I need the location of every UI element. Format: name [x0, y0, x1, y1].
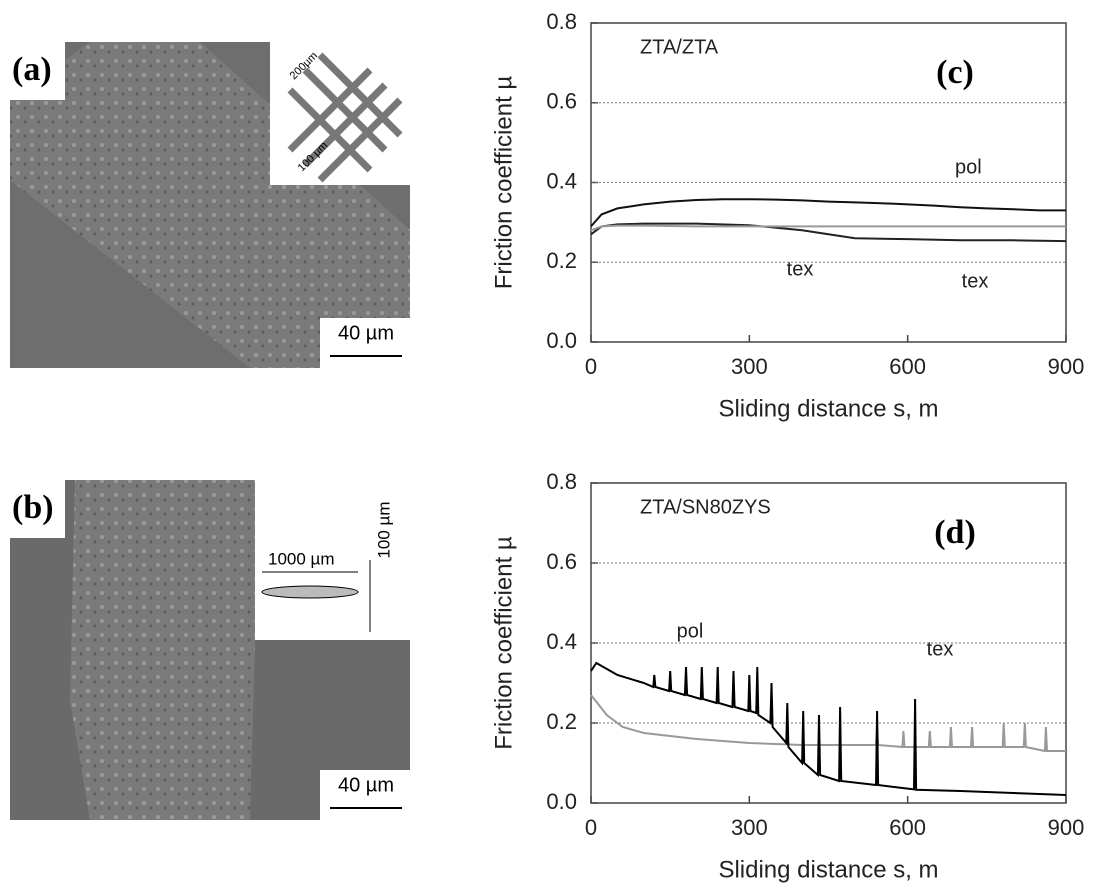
- annotation: tex: [787, 258, 814, 280]
- annotation: tex: [927, 638, 954, 660]
- x-axis-label: Sliding distance s, m: [718, 856, 938, 883]
- annotation: pol: [677, 620, 704, 642]
- inset-label: 100 µm: [374, 501, 393, 558]
- line-series: [590, 198, 1066, 228]
- annotation: ZTA/SN80ZYS: [640, 496, 771, 518]
- scale-bar-label: 40 µm: [338, 322, 394, 344]
- y-tick-label: 0.0: [546, 328, 577, 353]
- plot-frame: [590, 482, 1067, 804]
- x-tick-label: 0: [585, 815, 597, 840]
- y-tick-label: 0.6: [546, 89, 577, 114]
- x-tick-label: 300: [731, 815, 768, 840]
- line-series: [590, 222, 1067, 243]
- sem-image-b: [10, 480, 410, 820]
- annotation: ZTA/ZTA: [640, 36, 719, 58]
- y-tick-label: 0.4: [546, 629, 577, 654]
- scale-bar-label: 40 µm: [338, 774, 394, 796]
- annotation: pol: [955, 156, 982, 178]
- y-tick-label: 0.0: [546, 789, 577, 814]
- plot-frame: [590, 22, 1067, 343]
- y-tick-label: 0.2: [546, 709, 577, 734]
- panel-label: (a): [12, 51, 52, 88]
- panel-label: (b): [12, 489, 54, 526]
- y-axis-label: Friction coefficient µ: [490, 536, 517, 750]
- x-tick-label: 0: [585, 354, 597, 379]
- y-tick-label: 0.8: [546, 9, 577, 34]
- line-series: [590, 224, 1066, 232]
- x-tick-label: 300: [731, 354, 768, 379]
- y-tick-label: 0.6: [546, 549, 577, 574]
- sem-image-a: [10, 42, 410, 368]
- x-axis-label: Sliding distance s, m: [718, 395, 938, 422]
- y-tick-label: 0.8: [546, 469, 577, 494]
- line-series: [590, 694, 1066, 753]
- line-series: [590, 661, 1067, 796]
- y-tick-label: 0.4: [546, 168, 577, 193]
- y-tick-label: 0.2: [546, 248, 577, 273]
- panel-label: (c): [936, 54, 974, 91]
- inset-label: 1000 µm: [268, 549, 335, 568]
- annotation: tex: [962, 270, 989, 292]
- x-tick-label: 900: [1048, 354, 1085, 379]
- x-tick-label: 600: [889, 354, 926, 379]
- panel-label: (d): [934, 514, 976, 551]
- x-tick-label: 900: [1048, 815, 1085, 840]
- y-axis-label: Friction coefficient µ: [490, 76, 517, 290]
- x-tick-label: 600: [889, 815, 926, 840]
